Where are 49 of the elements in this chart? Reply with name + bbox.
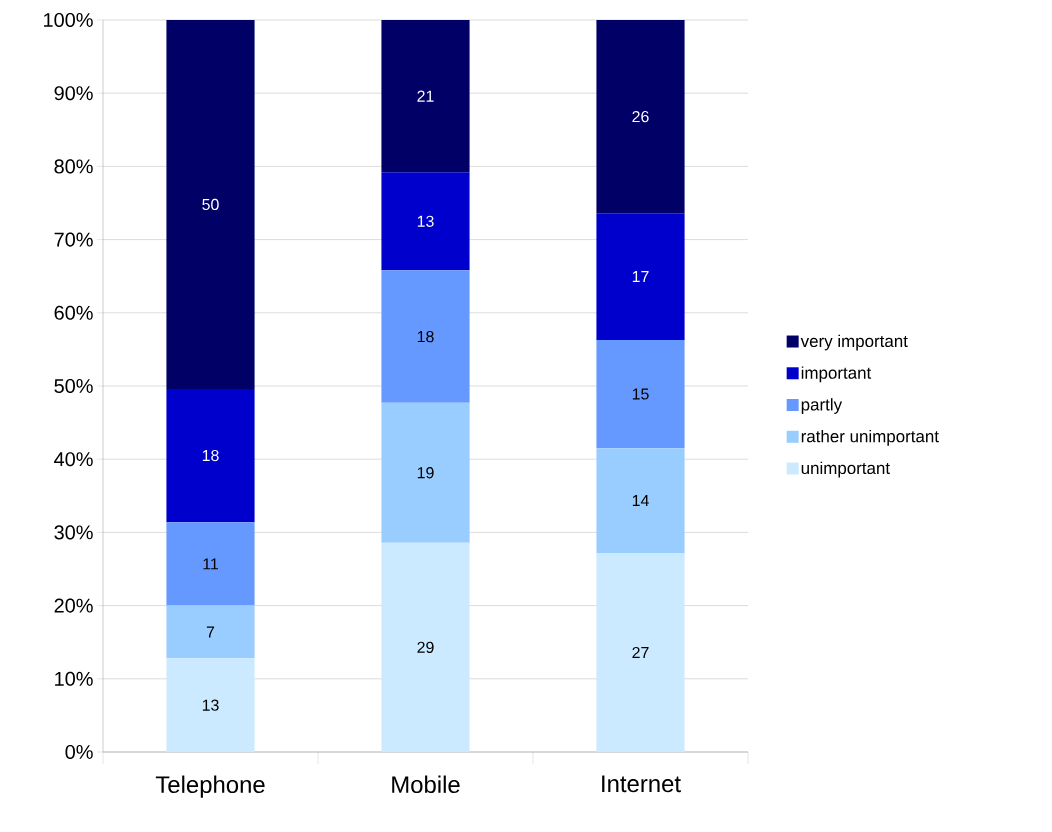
legend-label: rather unimportant	[801, 429, 939, 446]
bar	[381, 402, 470, 543]
data-label: 21	[417, 90, 434, 102]
legend-label: important	[801, 366, 872, 383]
data-label: 18	[202, 449, 219, 462]
data-label: 17	[632, 271, 649, 283]
y-tick-label: 70%	[54, 232, 93, 247]
y-tick-label: 80%	[54, 159, 93, 174]
bar	[596, 213, 685, 340]
bar	[596, 448, 685, 553]
legend-label: partly	[801, 398, 843, 414]
data-label: 11	[203, 558, 218, 570]
bar	[381, 542, 470, 752]
data-label: 13	[417, 215, 434, 227]
data-label: 26	[632, 110, 649, 123]
y-tick-label: 10%	[55, 671, 93, 686]
bar	[166, 522, 255, 606]
bar	[596, 339, 685, 449]
data-label: 18	[417, 330, 434, 343]
data-label: 15	[632, 388, 649, 400]
data-label: 27	[632, 646, 649, 659]
legend-label: very important	[800, 334, 908, 351]
data-label: 14	[632, 495, 649, 507]
bar	[381, 270, 470, 403]
data-label: 29	[417, 641, 434, 653]
y-tick-label: 40%	[54, 452, 93, 467]
y-tick-label: 0%	[65, 744, 93, 760]
x-tick-label: Internet	[602, 775, 681, 793]
data-label: 19	[417, 467, 434, 479]
y-tick-label: 60%	[54, 305, 93, 320]
data-label: 7	[206, 626, 215, 638]
bar	[596, 19, 685, 214]
data-label: 50	[202, 198, 219, 211]
bar	[166, 388, 255, 523]
legend-label: unimportant	[801, 461, 890, 478]
x-tick-label: Mobile	[392, 775, 460, 794]
data-label: 13	[202, 699, 219, 711]
bar	[166, 19, 255, 389]
y-tick-label: 20%	[54, 598, 93, 613]
bar	[166, 658, 255, 752]
bar	[381, 172, 470, 271]
y-tick-label: 30%	[54, 525, 93, 540]
bar	[381, 19, 470, 173]
y-tick-label: 100%	[44, 12, 93, 28]
bar	[596, 552, 685, 752]
y-tick-label: 90%	[54, 86, 93, 101]
bar	[166, 605, 255, 659]
y-tick-label: 50%	[54, 378, 93, 394]
x-tick-label: Telephone	[155, 775, 265, 798]
